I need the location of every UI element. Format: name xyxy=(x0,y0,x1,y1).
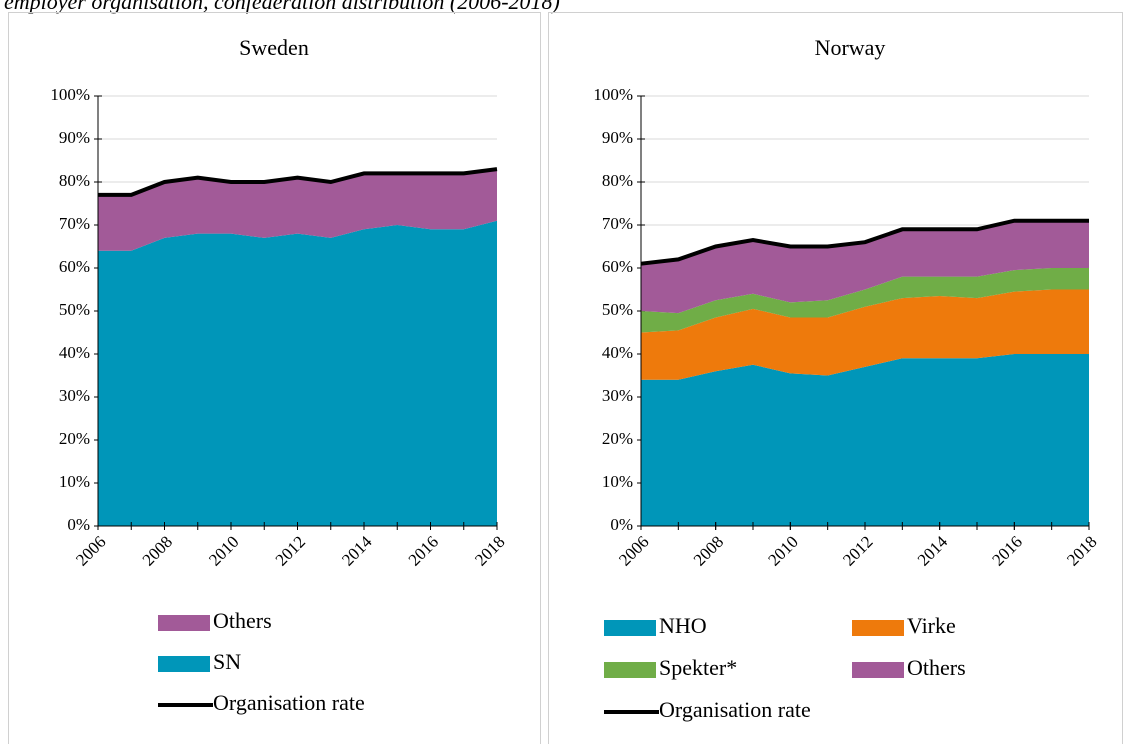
x-tick-label: 2014 xyxy=(914,532,952,570)
y-tick-label: 100% xyxy=(50,85,90,104)
chart-title: Sweden xyxy=(239,35,309,60)
y-tick-label: 10% xyxy=(59,472,90,491)
y-tick-label: 90% xyxy=(59,128,90,147)
y-tick-label: 60% xyxy=(602,257,633,276)
x-tick-label: 2014 xyxy=(338,532,376,570)
line xyxy=(98,167,498,197)
x-tick-label: 2010 xyxy=(764,532,801,569)
legend-label: Spekter* xyxy=(659,655,737,680)
x-tick-label: 2008 xyxy=(139,532,176,569)
y-tick-label: 40% xyxy=(602,343,633,362)
x-tick-label: 2018 xyxy=(1063,532,1100,569)
legend-label: NHO xyxy=(659,613,707,638)
x-tick-label: 2012 xyxy=(272,532,309,569)
area xyxy=(641,220,1089,314)
area xyxy=(98,169,497,251)
y-tick-label: 0% xyxy=(67,515,90,534)
area xyxy=(641,354,1089,526)
y-tick-label: 70% xyxy=(59,214,90,233)
legend-label: Organisation rate xyxy=(659,697,811,722)
x-tick-label: 2008 xyxy=(690,532,727,569)
y-tick-label: 30% xyxy=(602,386,633,405)
panel-frame xyxy=(548,12,1123,749)
legend-label: SN xyxy=(213,649,241,674)
caption: employer organisation, confederation dis… xyxy=(4,0,560,14)
chart-title: Norway xyxy=(815,35,886,60)
y-tick-label: 50% xyxy=(59,300,90,319)
legend-swatch xyxy=(604,662,656,678)
y-tick-label: 70% xyxy=(602,214,633,233)
legend-label: Virke xyxy=(907,613,956,638)
legend-swatch xyxy=(158,615,210,631)
y-tick-label: 40% xyxy=(59,343,90,362)
y-tick-label: 30% xyxy=(59,386,90,405)
x-tick-label: 2018 xyxy=(471,532,508,569)
y-tick-label: 80% xyxy=(59,171,90,190)
y-tick-label: 80% xyxy=(602,171,633,190)
y-tick-label: 90% xyxy=(602,128,633,147)
legend-label: Others xyxy=(213,608,272,633)
y-tick-label: 20% xyxy=(602,429,633,448)
legend-swatch xyxy=(852,620,904,636)
x-tick-label: 2006 xyxy=(615,532,652,569)
area xyxy=(98,220,497,526)
line xyxy=(640,218,1089,266)
area xyxy=(641,289,1089,380)
y-tick-label: 20% xyxy=(59,429,90,448)
y-tick-label: 50% xyxy=(602,300,633,319)
x-tick-label: 2016 xyxy=(405,532,442,569)
x-tick-label: 2012 xyxy=(839,532,876,569)
legend-swatch xyxy=(158,656,210,672)
x-tick-label: 2006 xyxy=(72,532,109,569)
legend-label: Organisation rate xyxy=(213,690,365,715)
y-tick-label: 100% xyxy=(593,85,633,104)
panel-frame xyxy=(8,12,541,749)
legend-label: Others xyxy=(907,655,966,680)
y-tick-label: 10% xyxy=(602,472,633,491)
y-tick-label: 60% xyxy=(59,257,90,276)
x-tick-label: 2016 xyxy=(988,532,1025,569)
legend-swatch xyxy=(604,620,656,636)
x-tick-label: 2010 xyxy=(205,532,242,569)
area xyxy=(641,268,1089,333)
y-tick-label: 0% xyxy=(610,515,633,534)
legend-swatch xyxy=(852,662,904,678)
